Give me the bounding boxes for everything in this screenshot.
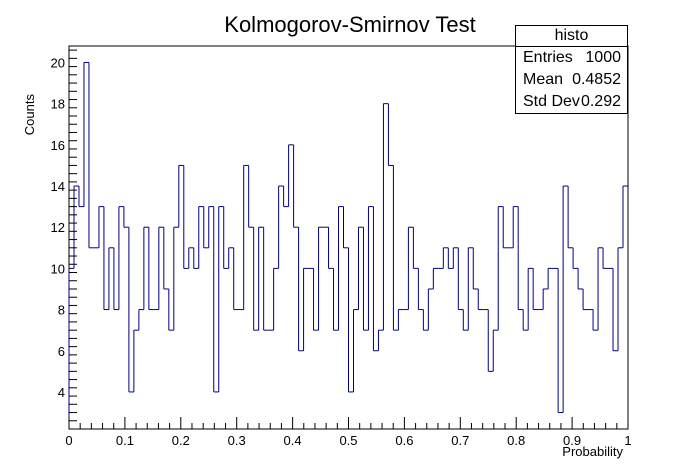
stats-entries-label: Entries (523, 49, 573, 66)
y-tick-label: 16 (51, 138, 65, 153)
x-tick-label: 1 (624, 433, 631, 448)
stats-box: histo Entries 1000 Mean 0.4852 Std Dev 0… (515, 25, 628, 114)
x-tick-label: 0.2 (172, 433, 190, 448)
stats-entries-value: 1000 (585, 49, 621, 66)
stats-stddev-label: Std Dev (523, 93, 580, 110)
stats-row-mean: Mean 0.4852 (516, 69, 627, 91)
y-tick-label: 14 (51, 179, 65, 194)
x-axis: 0 0.1 0.2 0.3 0.4 0.5 0.6 0.7 0.8 0.9 1 (65, 417, 632, 448)
x-tick-label: 0.6 (395, 433, 413, 448)
stats-mean-label: Mean (523, 71, 564, 88)
y-tick-label: 6 (58, 344, 65, 359)
y-tick-label: 4 (58, 385, 65, 400)
y-tick-label: 8 (58, 303, 65, 318)
stats-mean-value: 0.4852 (572, 71, 621, 88)
x-axis-label: Probability (562, 444, 623, 459)
y-tick-label: 18 (51, 97, 65, 112)
stats-row-entries: Entries 1000 (516, 47, 627, 69)
y-tick-label: 20 (51, 55, 65, 70)
stats-title: histo (516, 26, 627, 47)
stats-stddev-value: 0.292 (580, 93, 621, 110)
y-axis: 4 6 8 10 12 14 16 18 20 (51, 49, 77, 430)
x-tick-label: 0.8 (507, 433, 525, 448)
x-tick-label: 0 (65, 433, 72, 448)
y-tick-label: 12 (51, 220, 65, 235)
x-tick-label: 0.3 (228, 433, 246, 448)
chart-title: Kolmogorov-Smirnov Test (224, 12, 475, 37)
y-axis-label: Counts (22, 94, 37, 136)
x-tick-label: 0.4 (284, 433, 302, 448)
x-tick-label: 0.5 (339, 433, 357, 448)
x-tick-label: 0.9 (563, 433, 581, 448)
histogram-bins (68, 61, 628, 429)
y-tick-label: 10 (51, 261, 65, 276)
x-tick-label: 0.7 (451, 433, 469, 448)
x-tick-label: 0.1 (116, 433, 134, 448)
stats-row-stddev: Std Dev 0.292 (516, 91, 627, 113)
